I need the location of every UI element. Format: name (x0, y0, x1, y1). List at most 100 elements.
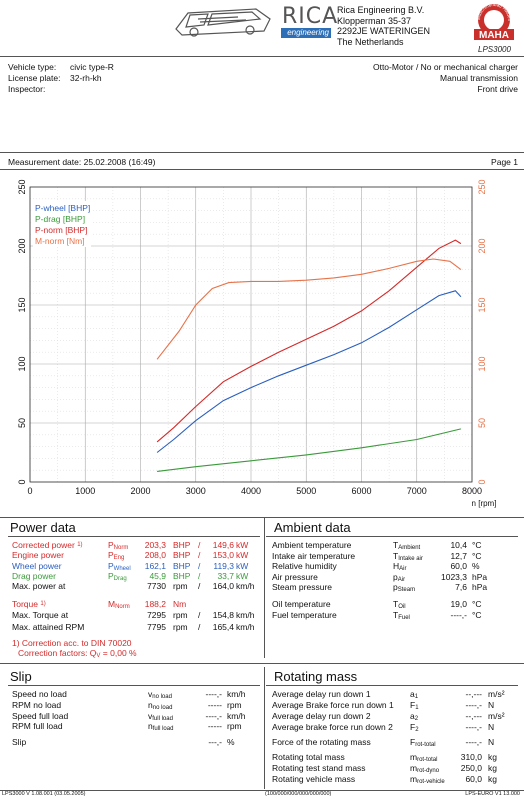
torque-value: 188,2 (144, 599, 166, 609)
max-row-unit1: rpm (173, 622, 188, 632)
slip-row-symbol: nno load (148, 699, 173, 711)
rotating-row-unit: kg (488, 752, 497, 762)
max-row-unit2: km/h (236, 622, 255, 632)
ambient-row-value: 7,6 (455, 582, 467, 593)
company-address: Rica Engineering B.V. Klopperman 35-37 2… (337, 5, 430, 47)
divider (0, 56, 524, 57)
ambient-row-unit: °C (472, 609, 482, 620)
divider (0, 152, 524, 153)
footer-software: LPS-EURO V1 13.000 (465, 791, 520, 797)
chart-grid (29, 186, 473, 483)
ambient-row-symbol: HAir (393, 561, 407, 573)
divider (0, 517, 524, 518)
rotating-row-label: Rotating test stand mass (272, 763, 366, 773)
y-tick-label: 50 (17, 418, 27, 428)
power-row-unit2: kW (236, 540, 249, 550)
rotating-row-value: ----,- (465, 722, 482, 732)
x-tick-label: 1000 (75, 486, 95, 496)
max-row-value1: 7295 (147, 610, 166, 620)
rotating-row-symbol: a1 (410, 689, 419, 700)
power-data-title: Power data (10, 520, 76, 535)
rotating-row-value: ----,- (465, 737, 482, 747)
company-country: The Netherlands (337, 36, 404, 47)
torque-unit: Nm (173, 599, 187, 609)
divider (0, 790, 524, 791)
rotating-row-unit: m/s² (488, 711, 505, 721)
ambient-row-label: Intake air temperature (272, 550, 356, 561)
slip-row-symbol: nfull load (148, 721, 174, 733)
power-row-value2: 149,6 (212, 540, 234, 550)
power-row-label: Corrected power 1) (12, 540, 83, 550)
torque-label: Torque 1) (12, 599, 46, 609)
y-tick-label: 250 (17, 179, 27, 194)
chart-legend: P-wheel [BHP]P-drag [BHP]P-norm [BHP]M-n… (33, 201, 91, 247)
ambient-row-value: 1023,3 (441, 571, 467, 582)
rotating-row-label: Average delay run down 1 (272, 689, 371, 699)
maha-logo: Maschinenbau Haldenwang MAHA (468, 2, 514, 41)
ambient-row-label: Oil temperature (272, 599, 331, 609)
rotating-row-value: --,--- (465, 711, 482, 721)
y-tick-label: 200 (17, 238, 27, 253)
rotating-mass-title: Rotating mass (274, 669, 358, 684)
ambient-row-symbol: TOil (393, 599, 406, 610)
power-row-symbol: PWheel (108, 560, 131, 572)
product-label: LPS3000 (478, 45, 511, 54)
divider (264, 667, 265, 789)
power-row-label: Max. power at (12, 581, 66, 592)
divider (264, 518, 265, 658)
power-row-value2: 153,0 (212, 550, 234, 561)
max-row-value1: 7795 (147, 622, 166, 632)
slip-row-label: RPM full load (12, 721, 63, 732)
slip-row-unit: % (227, 737, 235, 748)
power-row-unit1: BHP (173, 560, 191, 571)
power-row-sep: / (198, 550, 201, 561)
company-street: Klopperman 35-37 (337, 15, 412, 26)
rotating-row-symbol: mrot-vehicle (410, 774, 445, 785)
ambient-row-label: Relative humidity (272, 561, 337, 572)
rica-brand: RICA (282, 4, 339, 29)
footer-version: LPS3000 V 1.08.001 (03.05.2005) (2, 791, 86, 797)
rotating-row-symbol: mrot-dyno (410, 763, 440, 774)
ambient-row-unit: °C (472, 550, 482, 561)
series-line-0 (156, 290, 462, 453)
ambient-row-unit: °C (472, 599, 482, 609)
x-tick-label: 2000 (130, 486, 150, 496)
ambient-row-unit: °C (472, 540, 482, 550)
x-tick-label: 5000 (296, 486, 316, 496)
license-plate-label: License plate: (8, 73, 61, 83)
y-tick-label: 150 (17, 297, 27, 312)
drive-type: Front drive (477, 84, 518, 94)
rotating-row-unit: N (488, 737, 495, 747)
power-row-value1: 203,3 (144, 540, 166, 550)
max-row-sep: / (198, 610, 201, 620)
slip-row-label: Speed full load (12, 710, 69, 721)
x-tick-label: 3000 (186, 486, 206, 496)
divider (0, 663, 524, 664)
rotating-row-symbol: mrot-total (410, 752, 438, 763)
max-row-label: Max. attained RPM (12, 622, 85, 632)
legend-entry: P-wheel [BHP] (35, 203, 90, 213)
rotating-row-label: Average brake force run down 2 (272, 722, 393, 732)
slip-row-value: ----- (207, 721, 222, 732)
power-row-sep: / (198, 560, 201, 571)
rotating-row-unit: kg (488, 763, 497, 773)
power-row-label: Engine power (12, 550, 64, 561)
legend-entry: M-norm [Nm] (35, 236, 85, 246)
x-tick-label: 6000 (351, 486, 371, 496)
ambient-row-value: 60,0 (450, 561, 467, 572)
y2-tick-label: 150 (477, 297, 487, 312)
ambient-row-symbol: pSteam (393, 582, 416, 594)
max-row-value2: 154,8 (212, 610, 234, 620)
power-row-unit2: kW (236, 560, 249, 571)
ambient-row-symbol: TIntake air (393, 550, 423, 562)
slip-row-symbol: vno load (148, 689, 172, 700)
slip-row-label: Slip (12, 737, 27, 748)
power-row-value2: 33,7 (217, 570, 234, 581)
slip-row-value: ----,- (205, 689, 222, 699)
power-row-label: Drag power (12, 570, 56, 581)
power-row-unit2: km/h (236, 581, 255, 592)
rotating-row-label: Rotating total mass (272, 752, 345, 762)
max-row-unit2: km/h (236, 610, 255, 620)
ambient-row-unit: hPa (472, 571, 488, 582)
